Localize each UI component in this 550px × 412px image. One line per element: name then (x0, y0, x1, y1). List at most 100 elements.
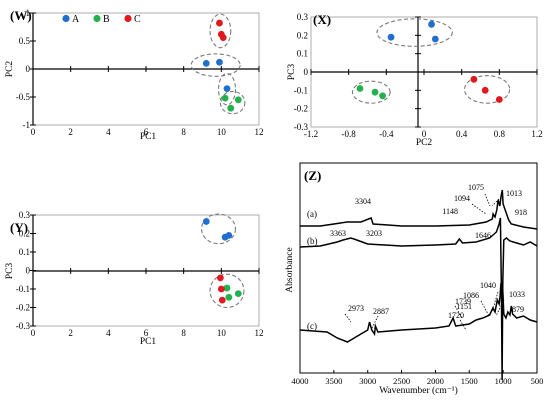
x-tick-label: 12 (255, 328, 264, 338)
point-C (481, 86, 489, 94)
point-A (202, 60, 210, 67)
peak-leader (459, 319, 467, 331)
point-B (234, 290, 242, 298)
y-tick-label: 0.1 (19, 247, 30, 257)
point-B (356, 85, 364, 92)
x-axis-title: Wavenumber (cm⁻¹) (379, 385, 458, 396)
point-A (428, 20, 435, 28)
x-tick-label: 2 (68, 127, 73, 137)
panel-y-scatter: 0 2 4 6 8 10 12 0.3 0.2 0.1 0 -0.1 -0.2 -0.3 (Y) PC1 PC3 (5, 210, 264, 347)
peak-label: 1086 (463, 291, 479, 300)
group-ellipse (190, 53, 241, 77)
group-ellipse (463, 75, 511, 104)
spectrum-label: (a) (307, 209, 317, 219)
point-A (387, 33, 395, 41)
x-axis-title: PC1 (140, 337, 157, 347)
x-tick-label: 4 (106, 328, 111, 338)
spectrum-label: (c) (307, 321, 317, 331)
legend-label: B (103, 14, 110, 25)
peak-leader (484, 193, 491, 207)
x-tick-label: 0.8 (494, 129, 506, 139)
panel-w-scatter: 0 2 4 6 8 10 12 1 0.5 0 -0.5 -1 (W) PC1 PC2 (5, 8, 264, 142)
x-tick-label: 10 (217, 127, 227, 137)
x-tick-label: -0.4 (379, 129, 394, 139)
spectrum-line-c (299, 281, 538, 343)
y-tick-label: -0.2 (294, 104, 308, 114)
panel-x-scatter: -1.2 -0.8 -0.4 0 0.4 0.8 1.2 0.3 0.2 0.1 0 -0.1 -0.2… (287, 12, 543, 148)
y-tick-label: 1 (26, 8, 31, 18)
point-B (225, 293, 233, 301)
y-tick-label: 0 (26, 266, 31, 276)
y-axis-title: PC2 (5, 61, 15, 78)
point-C (495, 96, 503, 103)
x-tick-label: 6 (144, 328, 149, 338)
point-A (431, 35, 439, 43)
peak-label: 3203 (366, 229, 382, 238)
point-B (227, 104, 235, 112)
y-tick-label: 0.1 (297, 49, 308, 59)
group-ellipse (209, 273, 245, 309)
point-B (371, 88, 379, 96)
legend-marker-B (93, 14, 101, 23)
peak-label: 918 (515, 208, 527, 217)
peak-label: 1151 (456, 302, 472, 311)
y-tick-label: 0 (304, 67, 309, 77)
peak-label: 1013 (506, 189, 522, 198)
point-C (216, 274, 224, 282)
y-tick-label: -1 (23, 120, 31, 130)
y-tick-label: 0.5 (19, 36, 31, 46)
point-B (223, 284, 231, 292)
y-tick-label: 0.2 (297, 30, 308, 40)
y-tick-label: 0 (26, 64, 31, 74)
peak-leader (371, 315, 379, 329)
x-tick-label: -1.2 (304, 129, 318, 139)
y-tick-label: 0.3 (297, 12, 309, 22)
peak-label: 1148 (442, 207, 458, 216)
y-tick-label: -0.3 (16, 321, 31, 331)
point-A (223, 85, 231, 92)
x-tick-label: 0 (31, 127, 36, 137)
peak-label: 3304 (355, 197, 371, 206)
spectrum-line-a (300, 189, 538, 230)
point-B (221, 94, 229, 102)
x-tick-label: 3500 (325, 376, 342, 386)
peak-label: 1040 (480, 281, 496, 290)
peak-leader (344, 313, 352, 323)
peak-label: 1033 (509, 290, 525, 299)
point-C (218, 296, 226, 304)
spectrum-label: (b) (307, 236, 318, 246)
x-axis-title: PC2 (416, 138, 433, 148)
y-tick-label: -0.5 (16, 92, 31, 102)
x-tick-label: 500 (531, 376, 544, 386)
group-ellipse (209, 13, 232, 49)
legend-marker-C (124, 14, 132, 23)
x-axis-title: PC1 (140, 132, 157, 142)
legend-label: C (134, 14, 141, 25)
point-C (217, 285, 225, 293)
panel-label: (Z) (304, 168, 321, 183)
y-tick-label: 0.2 (19, 229, 30, 239)
x-tick-label: 2500 (393, 376, 410, 386)
point-C (219, 34, 227, 42)
point-B (234, 96, 242, 104)
panel-z-spectra: 4000 3500 3000 2500 2000 1500 1000 500 Wavenumbe… (285, 162, 544, 396)
legend-marker-A (62, 14, 70, 23)
x-tick-label: 0.4 (456, 129, 468, 139)
point-B (379, 92, 386, 100)
y-tick-label: 0.3 (19, 210, 31, 220)
x-tick-label: 6 (144, 127, 149, 137)
x-tick-label: 1000 (495, 376, 512, 386)
x-tick-label: 1.2 (531, 129, 542, 139)
group-ellipse (217, 72, 237, 106)
point-C (470, 75, 478, 83)
legend: A B C (62, 14, 141, 25)
y-tick-label: -0.1 (16, 284, 30, 294)
point-C (216, 19, 223, 27)
panel-label: (W) (10, 8, 32, 23)
legend-label: A (72, 14, 80, 25)
plot-frame (299, 162, 538, 374)
x-tick-label: 4000 (292, 376, 309, 386)
peak-label: 1720 (448, 311, 464, 320)
peak-label: 2973 (348, 304, 364, 313)
